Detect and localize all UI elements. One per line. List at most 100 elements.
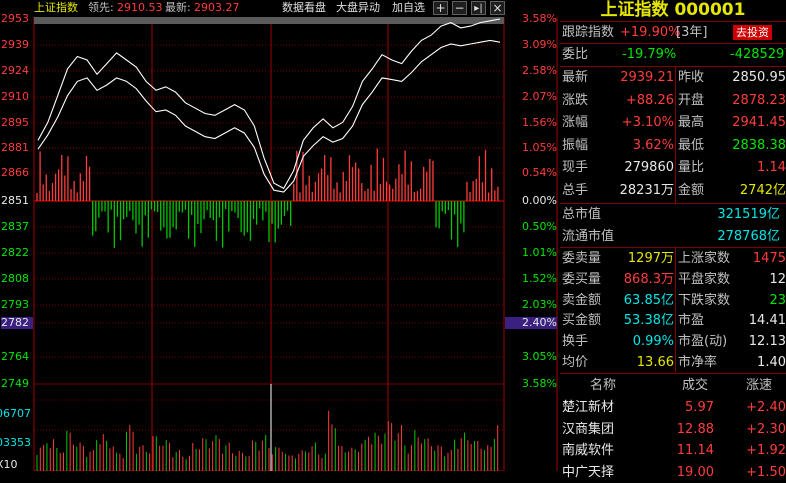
volume-tick-label: 03353 [0,436,31,449]
amp-label: 振幅 [562,137,589,153]
price-tick-label: 2749 [1,377,29,390]
flat-label: 平盘家数 [678,271,731,287]
low-label: 最低 [678,137,705,153]
price-tick-label: 2764 [1,350,29,363]
volratio-value: 1.14 [757,160,786,176]
volume-tick-label: 06707 [0,407,31,420]
list-header: 名称 成交 涨速 [560,375,786,396]
data-view-button[interactable]: 数据看盘 [282,1,326,14]
price-series-line [37,39,501,193]
prevclose-label: 昨收 [678,70,705,85]
sellamt-value: 63.85亿 [623,292,674,308]
weicha-value: -4285297 [730,47,786,62]
latest-label: 最新: [165,1,191,14]
top-band [34,17,504,24]
price-chart[interactable] [0,0,560,471]
quote-panel: 上证指数 000001 跟踪指数 +19.90% [3年] 去投资 委比 -19… [560,0,786,480]
buyamt-label: 买金额 [562,313,602,329]
turnover-label: 换手 [562,334,589,350]
mktcap-value: 321519亿 [717,207,780,222]
change-row: 涨跌 +88.26 开盘 2878.23 [560,90,786,111]
percent-tick-label: 3.58% [522,377,557,390]
stock-trade: 11.14 [676,443,714,458]
avg-label: 均价 [562,355,589,370]
volratio-label: 量比 [678,160,705,176]
up-value: 1475 [752,251,786,266]
list-item[interactable]: 汉商集团 12.88 +2.30 [560,419,786,440]
high-label: 最高 [678,115,705,131]
stock-speed: +1.92 [746,443,786,458]
totalvol-value: 28231万 [619,183,674,198]
buyvol-label: 委买量 [562,271,602,287]
price-tick-label: 2851 [1,194,29,207]
volume-tick-label: X10 [0,458,18,471]
list-item[interactable]: 楚江新材 5.97 +2.40 [560,397,786,418]
lead-label: 领先: [88,1,114,14]
change-label: 涨跌 [562,92,589,108]
percent-tick-label: 2.40% [505,317,557,329]
stock-trade: 12.88 [676,421,714,437]
pe-value: 14.41 [748,313,786,329]
mktcap-label: 总市值 [562,207,602,222]
amp-value: 3.62% [632,137,674,153]
latest-row: 最新 2939.21 昨收 2850.95 [560,67,786,88]
pb-label: 市净率 [678,355,718,370]
panel-title: 上证指数 000001 [600,0,746,20]
curvol-row: 现手 279860 量比 1.14 [560,157,786,178]
percent-tick-label: 2.07% [522,90,557,103]
turnover-row: 换手 0.99% 市盈(动) 12.13 [560,331,786,352]
list-header-trade[interactable]: 成交 [682,378,709,393]
track-row: 跟踪指数 +19.90% [3年] 去投资 [560,22,786,43]
invest-button[interactable]: 去投资 [733,25,772,40]
open-value: 2878.23 [732,92,786,108]
stock-speed: +2.40 [746,400,786,415]
zoom-out-icon[interactable]: − [452,1,467,15]
weibi-value: -19.79% [622,47,677,62]
percent-tick-label: 1.56% [522,116,557,129]
buyvol-value: 868.3万 [623,271,674,287]
avg-row: 均价 13.66 市净率 1.40 [560,352,786,373]
latest-value: 2939.21 [620,70,674,85]
stock-trade: 19.00 [676,464,714,480]
skip-next-icon[interactable]: ▸| [471,1,486,15]
list-header-speed[interactable]: 涨速 [746,378,773,393]
percent-tick-label: 2.58% [522,64,557,77]
stock-trade: 5.97 [685,400,714,415]
price-tick-label: 2822 [1,246,29,259]
zoom-in-icon[interactable]: + [433,1,448,15]
up-label: 上涨家数 [678,251,731,266]
amp-row: 振幅 3.62% 最低 2838.38 [560,135,786,156]
pct-row: 涨幅 +3.10% 最高 2941.45 [560,112,786,133]
list-item[interactable]: 南威软件 11.14 +1.92 [560,440,786,461]
list-item[interactable]: 中广天择 19.00 +1.50 [560,462,786,483]
avg-value: 13.66 [636,355,674,370]
totalvol-label: 总手 [562,183,589,198]
amount-value: 2742亿 [739,183,786,198]
add-watch-button[interactable]: 加自选 [392,1,425,14]
high-value: 2941.45 [732,115,786,131]
track-label: 跟踪指数 [562,25,615,40]
percent-tick-label: 3.58% [522,12,557,25]
price-tick-label: 2939 [1,38,29,51]
low-value: 2838.38 [732,137,786,153]
pb-value: 1.40 [757,355,786,370]
sellvol-row: 委卖量 1297万 上涨家数 1475 [560,248,786,269]
percent-tick-label: 3.05% [522,350,557,363]
volume-bars [36,384,499,471]
percent-tick-label: 0.00% [522,194,557,207]
float-row: 流通市值 278768亿 [560,226,786,247]
float-label: 流通市值 [562,229,615,244]
price-series-line [37,18,501,190]
close-icon[interactable]: × [490,1,505,15]
track-period: [3年] [676,25,708,40]
pedyn-value: 12.13 [748,334,786,350]
percent-tick-label: 0.54% [522,166,557,179]
amount-label: 金额 [678,183,705,198]
stock-speed: +1.50 [746,464,786,480]
down-value: 23 [769,292,786,308]
list-header-name[interactable]: 名称 [590,378,617,393]
change-value: +88.26 [625,92,674,108]
buyvol-row: 委买量 868.3万 平盘家数 12 [560,269,786,290]
market-alert-button[interactable]: 大盘异动 [336,1,380,14]
turnover-value: 0.99% [632,334,674,350]
